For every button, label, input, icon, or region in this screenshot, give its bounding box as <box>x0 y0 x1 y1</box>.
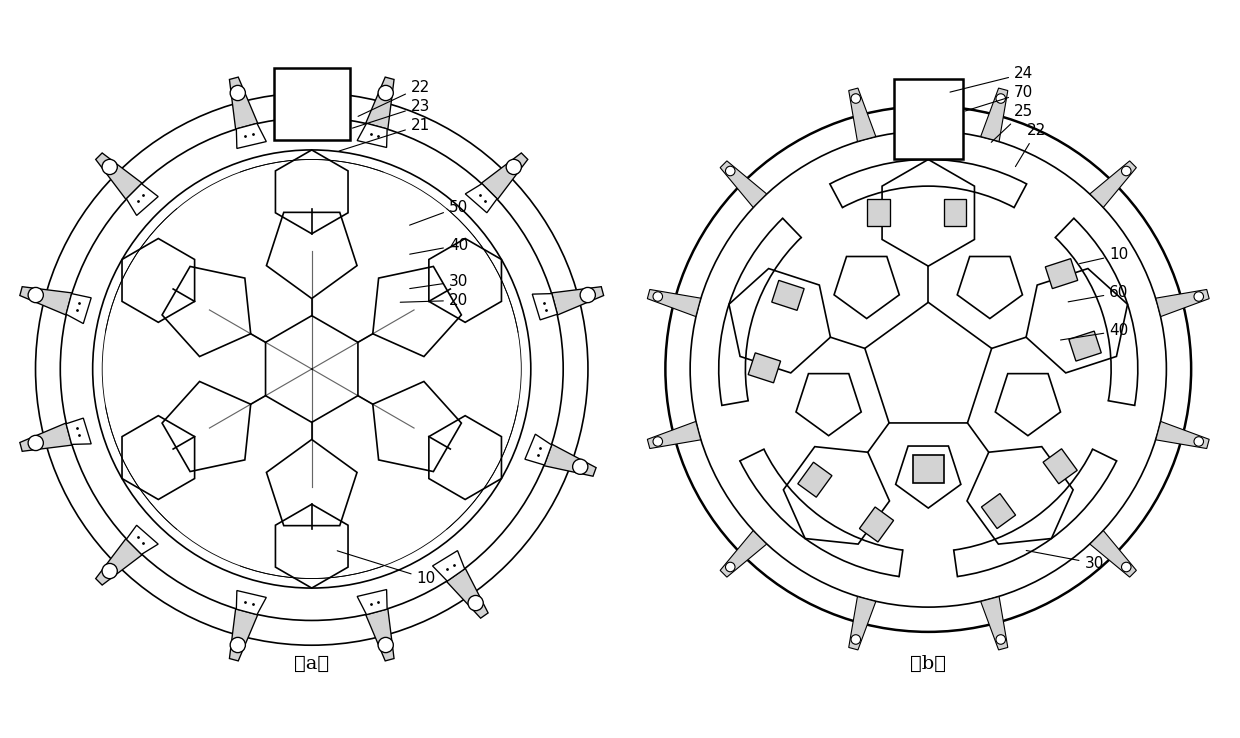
Polygon shape <box>237 123 267 148</box>
Polygon shape <box>1156 289 1209 317</box>
Polygon shape <box>981 596 1008 650</box>
Polygon shape <box>913 455 944 483</box>
Circle shape <box>653 292 662 301</box>
Polygon shape <box>446 568 489 618</box>
Circle shape <box>1121 166 1131 176</box>
Polygon shape <box>1069 331 1101 361</box>
Polygon shape <box>720 161 766 207</box>
Circle shape <box>231 86 246 100</box>
Polygon shape <box>1156 421 1209 449</box>
Circle shape <box>231 638 246 652</box>
Polygon shape <box>66 418 92 444</box>
Polygon shape <box>647 289 701 317</box>
Polygon shape <box>357 123 387 148</box>
Circle shape <box>725 562 735 572</box>
Circle shape <box>1194 437 1204 446</box>
Circle shape <box>29 435 43 451</box>
Polygon shape <box>433 551 465 581</box>
Polygon shape <box>126 184 159 215</box>
Polygon shape <box>944 199 966 226</box>
Text: 20: 20 <box>401 293 469 308</box>
Polygon shape <box>1090 161 1136 207</box>
Polygon shape <box>859 507 894 542</box>
Circle shape <box>725 166 735 176</box>
Polygon shape <box>544 444 596 476</box>
Polygon shape <box>1043 449 1078 484</box>
Polygon shape <box>481 153 528 199</box>
Polygon shape <box>1045 258 1078 289</box>
Text: （a）: （a） <box>294 655 330 673</box>
Polygon shape <box>848 88 875 142</box>
Polygon shape <box>532 294 558 320</box>
Circle shape <box>29 287 43 303</box>
Circle shape <box>851 635 861 644</box>
Polygon shape <box>366 609 394 661</box>
Circle shape <box>1121 562 1131 572</box>
Circle shape <box>102 563 118 579</box>
Circle shape <box>653 437 662 446</box>
Circle shape <box>506 159 521 175</box>
Polygon shape <box>357 590 387 615</box>
Polygon shape <box>771 280 805 311</box>
Text: 40: 40 <box>409 238 469 254</box>
Text: 70: 70 <box>965 86 1033 111</box>
Polygon shape <box>720 531 766 577</box>
Text: 21: 21 <box>340 117 430 151</box>
Polygon shape <box>1090 531 1136 577</box>
Circle shape <box>102 159 118 175</box>
Circle shape <box>467 596 484 610</box>
Polygon shape <box>748 353 781 383</box>
Circle shape <box>378 86 393 100</box>
Polygon shape <box>848 596 875 650</box>
Polygon shape <box>95 153 143 199</box>
Polygon shape <box>867 199 890 226</box>
Polygon shape <box>981 88 1008 142</box>
Circle shape <box>378 638 393 652</box>
Circle shape <box>996 635 1006 644</box>
Circle shape <box>851 94 861 103</box>
Text: 40: 40 <box>1060 323 1128 340</box>
Polygon shape <box>20 423 72 452</box>
Text: 50: 50 <box>409 199 469 225</box>
Text: 30: 30 <box>1027 551 1104 570</box>
Polygon shape <box>229 609 258 661</box>
Text: 22: 22 <box>358 80 430 117</box>
Polygon shape <box>95 539 143 585</box>
Polygon shape <box>20 286 72 315</box>
Polygon shape <box>525 434 552 465</box>
FancyBboxPatch shape <box>894 80 962 159</box>
Circle shape <box>1194 292 1204 301</box>
Text: 30: 30 <box>409 274 469 289</box>
FancyBboxPatch shape <box>274 68 350 140</box>
Polygon shape <box>981 494 1016 528</box>
Polygon shape <box>66 294 92 323</box>
Text: 10: 10 <box>337 551 435 586</box>
Circle shape <box>580 287 595 303</box>
Polygon shape <box>647 421 701 449</box>
Text: 60: 60 <box>1068 286 1128 302</box>
Polygon shape <box>552 286 604 315</box>
Text: 22: 22 <box>1016 123 1047 167</box>
Text: 25: 25 <box>991 104 1033 142</box>
Polygon shape <box>237 590 267 615</box>
Polygon shape <box>126 525 159 554</box>
Polygon shape <box>366 77 394 129</box>
Circle shape <box>573 459 588 475</box>
Polygon shape <box>797 462 832 497</box>
Polygon shape <box>229 77 258 129</box>
Circle shape <box>996 94 1006 103</box>
Text: 10: 10 <box>1080 247 1128 263</box>
Polygon shape <box>465 184 497 213</box>
Text: （b）: （b） <box>910 655 946 673</box>
Text: 24: 24 <box>950 66 1033 92</box>
Text: 23: 23 <box>352 99 430 128</box>
